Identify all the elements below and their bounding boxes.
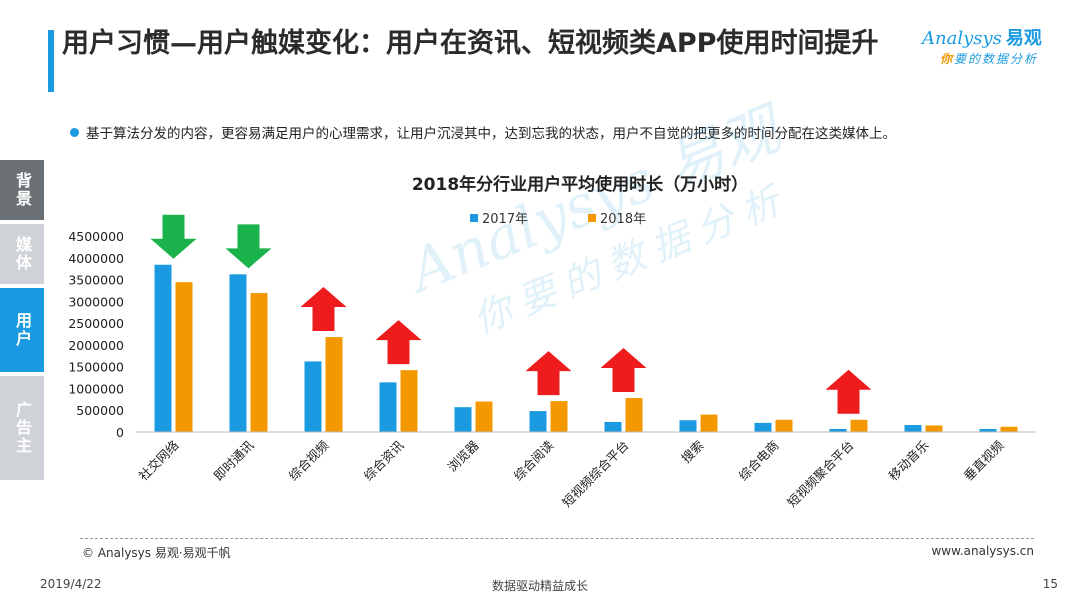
- y-tick-label-6: 3000000: [68, 294, 124, 309]
- y-tick-label-4: 2000000: [68, 338, 124, 353]
- trend-arrow-up-3: [375, 320, 422, 365]
- y-tick-label-8: 4000000: [68, 251, 124, 266]
- trend-arrow-up-4: [525, 351, 572, 396]
- x-tick-label-10: 移动音乐: [886, 438, 932, 484]
- bar-11-1: [1000, 426, 1018, 432]
- logo-brand-cn: 易观: [1005, 28, 1042, 49]
- bar-10-0: [904, 425, 922, 432]
- bullet-dot: [70, 128, 79, 137]
- logo-tagline: 你要的数据分析: [940, 50, 1038, 67]
- title-accent-bar: [48, 30, 54, 92]
- y-tick-label-7: 3500000: [68, 273, 124, 288]
- page-title: 用户习惯—用户触媒变化：用户在资讯、短视频类APP使用时间提升: [62, 28, 879, 59]
- slogan: 数据驱动精益成长: [491, 579, 588, 593]
- y-tick-label-0: 0: [116, 425, 124, 440]
- bar-2-1: [325, 337, 343, 432]
- bar-6-1: [625, 398, 643, 432]
- bar-0-0: [154, 264, 172, 432]
- bar-4-1: [475, 401, 493, 432]
- bar-7-1: [700, 414, 718, 432]
- trend-arrow-up-6: [825, 369, 872, 414]
- logo-tagline-first: 你: [940, 52, 955, 66]
- legend-label-0: 2017年: [482, 212, 528, 227]
- x-tick-label-3: 综合资讯: [361, 437, 407, 483]
- trend-arrows: [150, 214, 872, 414]
- nav-item-media[interactable]: 媒体: [0, 224, 44, 284]
- trend-arrow-up-2: [300, 287, 347, 332]
- y-tick-label-5: 2500000: [68, 316, 124, 331]
- chart-legend: 2017年 2018年: [470, 212, 646, 227]
- date: 2019/4/22: [40, 577, 102, 591]
- x-tick-label-1: 即时通讯: [211, 437, 257, 483]
- page-number: 15: [1042, 577, 1058, 591]
- analysys-logo: Analysys 易观 你要的数据分析: [922, 24, 1062, 74]
- bar-8-0: [754, 422, 772, 432]
- legend-label-1: 2018年: [600, 212, 646, 227]
- copyright: © Analysys 易观·易观千帆: [82, 546, 231, 560]
- bar-1-0: [229, 274, 247, 432]
- logo-initial: A: [922, 28, 935, 49]
- y-tick-label-2: 1000000: [68, 381, 124, 396]
- trend-arrow-up-5: [600, 348, 647, 393]
- bar-7-0: [679, 420, 697, 432]
- footer-divider: [80, 538, 1034, 539]
- trend-arrow-down-0: [150, 214, 197, 259]
- logo-tagline-rest: 要的数据分析: [954, 52, 1039, 66]
- bullet-text: 基于算法分发的内容，更容易满足用户的心理需求，让用户沉浸其中，达到忘我的状态，用…: [86, 126, 896, 142]
- x-tick-label-4: 浏览器: [444, 437, 481, 474]
- bar-1-1: [250, 293, 268, 432]
- website-link[interactable]: www.analysys.cn: [931, 544, 1034, 558]
- legend-swatch-1: [588, 214, 596, 222]
- bar-4-0: [454, 407, 472, 432]
- bar-6-0: [604, 421, 622, 432]
- bar-5-0: [529, 411, 547, 432]
- x-tick-label-7: 搜索: [678, 438, 706, 466]
- bar-0-1: [175, 282, 193, 432]
- x-tick-label-8: 综合电商: [736, 438, 782, 484]
- chart-title: 2018年分行业用户平均使用时长（万小时）: [412, 174, 748, 195]
- trend-arrow-down-1: [225, 224, 272, 269]
- y-tick-label-1: 500000: [76, 403, 124, 418]
- usage-duration-bar-chart: 2018年分行业用户平均使用时长（万小时） 2017年 2018年 0 500000…: [68, 174, 1036, 510]
- bar-9-1: [850, 419, 868, 432]
- y-tick-label-3: 1500000: [68, 360, 124, 375]
- x-tick-label-2: 综合视频: [286, 437, 332, 483]
- x-tick-label-6: 短视频综合平台: [559, 438, 631, 510]
- side-nav: 背景 媒体 用户 广告主: [0, 160, 44, 484]
- x-tick-label-5: 综合阅读: [511, 438, 557, 484]
- nav-item-advertisers[interactable]: 广告主: [0, 376, 44, 480]
- y-tick-label-9: 4500000: [68, 229, 124, 244]
- x-axis: 社交网络 即时通讯 综合视频 综合资讯 浏览器 综合阅读 短视频综合平台 搜索 综合电商 短视频聚…: [136, 431, 1036, 510]
- bar-9-0: [829, 428, 847, 432]
- bar-10-1: [925, 425, 943, 432]
- x-tick-label-9: 短视频聚合平台: [784, 438, 856, 510]
- bar-3-1: [400, 370, 418, 432]
- bars: [154, 264, 1018, 432]
- bar-5-1: [550, 401, 568, 432]
- x-tick-label-0: 社交网络: [136, 437, 182, 483]
- logo-brand: nalysys: [935, 28, 1002, 49]
- bar-8-1: [775, 419, 793, 432]
- bar-3-0: [379, 382, 397, 432]
- logo-wordmark: Analysys 易观: [922, 24, 1042, 50]
- bar-2-0: [304, 361, 322, 432]
- legend-swatch-0: [470, 214, 478, 222]
- nav-item-users[interactable]: 用户: [0, 288, 44, 372]
- y-axis: 0 500000 1000000 1500000 2000000 2500000 30000…: [68, 229, 124, 440]
- x-tick-label-11: 垂直视频: [961, 437, 1007, 483]
- nav-item-background[interactable]: 背景: [0, 160, 44, 220]
- bar-11-0: [979, 428, 997, 432]
